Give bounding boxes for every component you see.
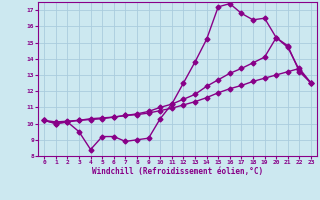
X-axis label: Windchill (Refroidissement éolien,°C): Windchill (Refroidissement éolien,°C)	[92, 167, 263, 176]
